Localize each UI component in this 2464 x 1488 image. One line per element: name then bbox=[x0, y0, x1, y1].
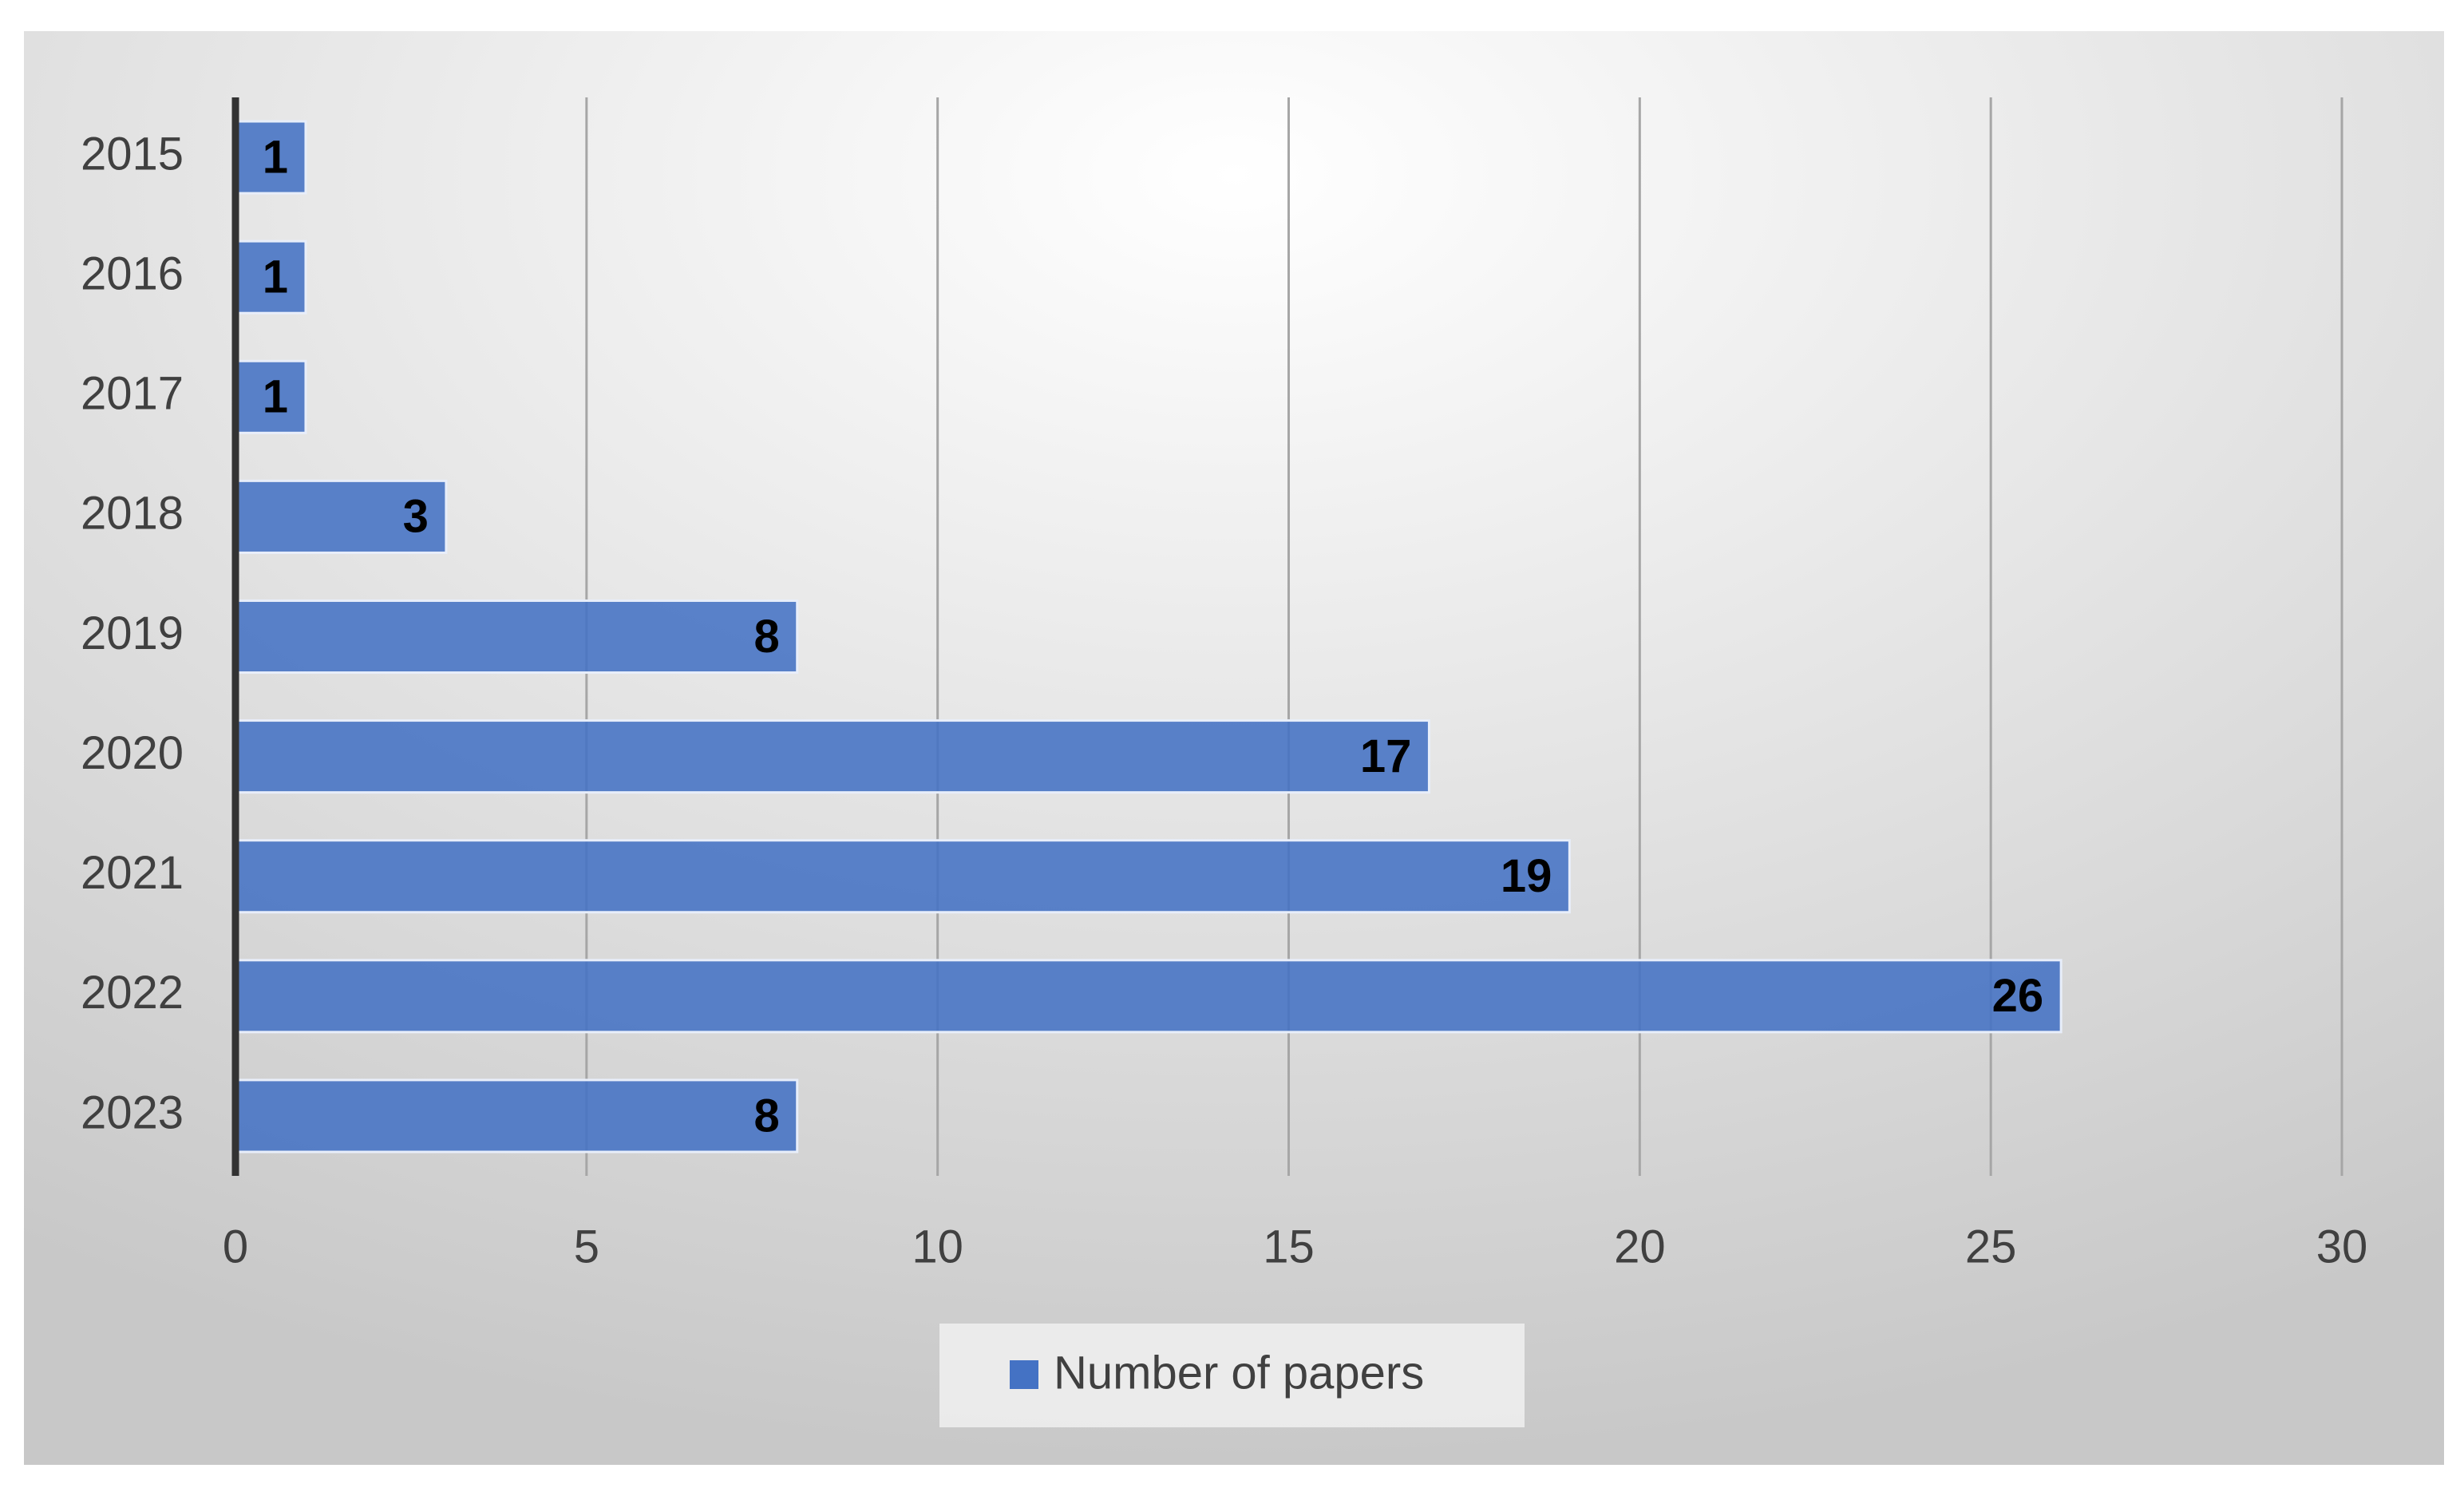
y-tick-label: 2015 bbox=[81, 128, 184, 180]
bar bbox=[234, 719, 1430, 794]
bar bbox=[234, 959, 2063, 1034]
y-tick-label: 2016 bbox=[81, 247, 184, 299]
y-tick-label: 2020 bbox=[81, 727, 184, 779]
data-label: 26 bbox=[1992, 970, 2044, 1022]
bar bbox=[234, 599, 799, 675]
x-tick-label: 0 bbox=[223, 1221, 248, 1272]
x-tick-label: 15 bbox=[1263, 1221, 1315, 1272]
y-tick-label: 2018 bbox=[81, 488, 184, 540]
y-tick-label: 2022 bbox=[81, 967, 184, 1019]
x-tick-label: 20 bbox=[1614, 1221, 1666, 1272]
x-tick-label: 10 bbox=[912, 1221, 963, 1272]
y-tick-label: 2019 bbox=[81, 607, 184, 659]
data-label: 1 bbox=[263, 251, 288, 303]
data-label: 1 bbox=[263, 131, 288, 183]
data-label: 17 bbox=[1360, 730, 1412, 782]
x-tick-label: 5 bbox=[574, 1221, 599, 1272]
data-label: 1 bbox=[263, 371, 288, 423]
legend-label: Number of papers bbox=[1054, 1347, 1424, 1399]
data-label: 3 bbox=[403, 491, 429, 543]
data-label: 19 bbox=[1501, 850, 1552, 902]
data-label: 8 bbox=[753, 1090, 779, 1142]
y-tick-label: 2021 bbox=[81, 847, 184, 899]
legend-swatch bbox=[1010, 1360, 1038, 1389]
bar bbox=[234, 120, 307, 195]
x-tick-label: 30 bbox=[2316, 1221, 2368, 1272]
bar bbox=[234, 1078, 799, 1154]
y-tick-label: 2017 bbox=[81, 368, 184, 420]
x-tick-label: 25 bbox=[1965, 1221, 2017, 1272]
y-tick-label: 2023 bbox=[81, 1086, 184, 1138]
data-label: 8 bbox=[753, 611, 779, 663]
bar bbox=[234, 839, 1571, 914]
